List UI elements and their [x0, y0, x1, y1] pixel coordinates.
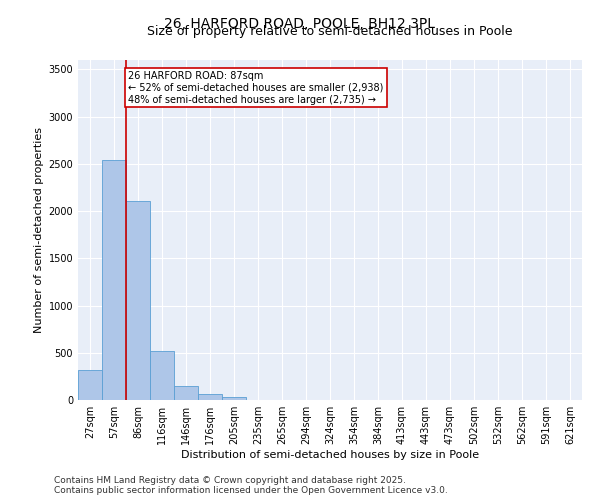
Title: Size of property relative to semi-detached houses in Poole: Size of property relative to semi-detach…	[147, 25, 513, 38]
Bar	[102, 160, 126, 400]
Text: 26 HARFORD ROAD: 87sqm
← 52% of semi-detached houses are smaller (2,938)
48% of : 26 HARFORD ROAD: 87sqm ← 52% of semi-det…	[128, 72, 384, 104]
Bar	[222, 397, 246, 400]
Text: 26, HARFORD ROAD, POOLE, BH12 3PL: 26, HARFORD ROAD, POOLE, BH12 3PL	[164, 18, 436, 32]
Bar	[78, 370, 102, 400]
Bar	[174, 386, 198, 400]
Bar	[150, 351, 174, 400]
X-axis label: Distribution of semi-detached houses by size in Poole: Distribution of semi-detached houses by …	[181, 450, 479, 460]
Bar	[126, 200, 150, 400]
Y-axis label: Number of semi-detached properties: Number of semi-detached properties	[34, 127, 44, 333]
Text: Contains HM Land Registry data © Crown copyright and database right 2025.
Contai: Contains HM Land Registry data © Crown c…	[54, 476, 448, 495]
Bar	[198, 394, 222, 400]
